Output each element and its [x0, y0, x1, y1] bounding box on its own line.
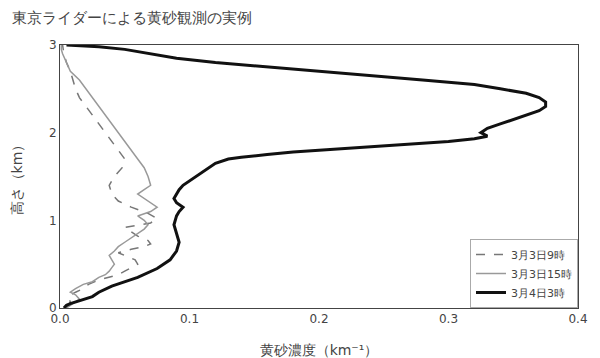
svg-text:東京ライダーによる黄砂観測の実例: 東京ライダーによる黄砂観測の実例 — [12, 9, 252, 27]
svg-text:3: 3 — [49, 38, 57, 52]
svg-text:0: 0 — [49, 301, 57, 315]
svg-text:0.0: 0.0 — [50, 312, 69, 326]
svg-text:0.2: 0.2 — [309, 312, 328, 326]
svg-text:0.4: 0.4 — [568, 312, 587, 326]
svg-text:0.1: 0.1 — [180, 312, 199, 326]
svg-text:黄砂濃度（km⁻¹）: 黄砂濃度（km⁻¹） — [260, 342, 379, 358]
svg-text:0.3: 0.3 — [439, 312, 458, 326]
svg-text:高さ（km）: 高さ（km） — [9, 138, 25, 216]
svg-text:2: 2 — [49, 126, 57, 140]
svg-text:3月3日15時: 3月3日15時 — [511, 268, 572, 281]
svg-text:3月3日9時: 3月3日9時 — [511, 249, 565, 262]
svg-text:1: 1 — [49, 214, 57, 228]
svg-text:3月4日3時: 3月4日3時 — [511, 287, 565, 300]
